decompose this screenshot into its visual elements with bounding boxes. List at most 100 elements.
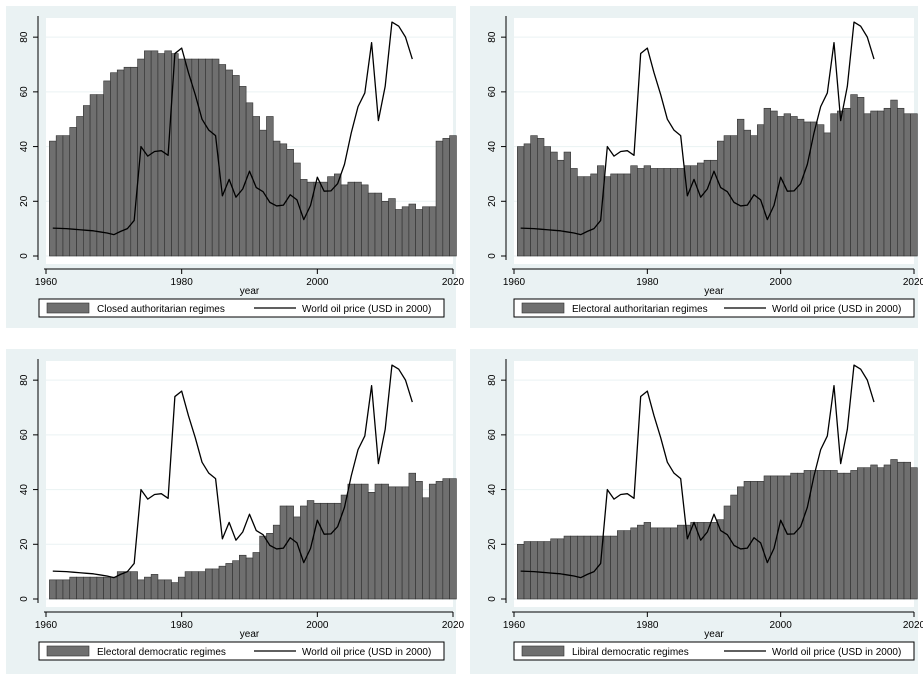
y-tick-label: 40 <box>19 484 30 496</box>
bar <box>422 497 430 600</box>
y-tick-label: 0 <box>19 253 30 259</box>
bar <box>103 576 111 600</box>
x-tick-label: 1960 <box>35 620 58 631</box>
bar <box>449 478 457 600</box>
bar <box>530 541 538 600</box>
legend: Closed authoritarian regimes World oil pr… <box>38 298 445 318</box>
y-tick-label: 60 <box>487 86 498 98</box>
bar <box>537 541 545 600</box>
bar <box>279 505 288 600</box>
x-axis-title: year <box>704 629 724 640</box>
bar <box>603 535 611 600</box>
bar <box>442 138 450 257</box>
bar <box>637 168 645 257</box>
bar <box>144 576 152 600</box>
bar <box>49 140 57 257</box>
bar <box>218 565 227 600</box>
bar <box>205 568 213 600</box>
bar <box>517 146 525 257</box>
bar <box>897 107 905 257</box>
bar <box>347 483 355 600</box>
oil-price-line <box>520 21 875 236</box>
bar <box>401 206 410 257</box>
bar <box>367 492 376 600</box>
bar <box>293 516 301 600</box>
legend-box <box>38 298 445 318</box>
y-tick-label: 60 <box>19 86 30 98</box>
bar <box>903 461 911 600</box>
bar <box>198 571 206 600</box>
bar <box>817 470 825 600</box>
bar <box>83 105 91 257</box>
bar <box>850 470 858 600</box>
y-tick-label: 0 <box>487 253 498 259</box>
bar <box>597 165 605 257</box>
bar <box>543 541 551 600</box>
y-tick-label: 0 <box>487 596 498 602</box>
bar <box>55 135 64 257</box>
bar <box>130 66 138 257</box>
x-tick-label: 1980 <box>171 620 194 631</box>
bar <box>637 524 645 600</box>
bar <box>428 483 437 600</box>
legend-label-line: World oil price (USD in 2000) <box>772 304 901 315</box>
bar <box>743 129 751 257</box>
bar <box>850 94 858 257</box>
bar <box>857 467 865 600</box>
legend: Electoral authoritarian regimes World oil… <box>513 298 915 318</box>
bar <box>823 132 831 257</box>
y-tick-label: 20 <box>19 195 30 207</box>
bar <box>381 200 389 257</box>
bar <box>177 58 186 257</box>
bar <box>803 470 811 600</box>
bar <box>259 535 267 600</box>
bar <box>239 554 247 600</box>
legend: Electoral democratic regimes World oil pr… <box>38 641 445 661</box>
bar <box>293 162 301 257</box>
x-tick-label: 1960 <box>503 620 526 631</box>
bar <box>164 579 172 600</box>
oil-price-line <box>520 364 875 579</box>
bar <box>717 140 725 257</box>
x-tick-label: 2020 <box>903 277 923 288</box>
bar <box>883 464 891 600</box>
bar <box>184 58 193 257</box>
bar <box>157 579 166 600</box>
bar <box>361 483 369 600</box>
bar <box>623 173 631 257</box>
legend-label-bars: Libiral democratic regimes <box>572 647 689 658</box>
bar <box>623 530 631 600</box>
x-tick-label: 2020 <box>442 620 465 631</box>
bar <box>777 475 785 600</box>
bar <box>630 527 638 600</box>
bar <box>300 505 308 600</box>
bar <box>670 527 678 600</box>
bar <box>890 99 898 257</box>
y-tick-label: 80 <box>19 374 30 386</box>
bar <box>177 576 186 600</box>
bar <box>435 140 444 257</box>
x-tick-label: 1960 <box>503 277 526 288</box>
x-tick-label: 1980 <box>636 277 659 288</box>
x-tick-label: 2000 <box>306 277 329 288</box>
bar <box>198 58 206 257</box>
bar <box>415 209 423 257</box>
bar <box>428 206 437 257</box>
bar <box>408 203 416 257</box>
bar <box>870 110 878 257</box>
legend-box <box>513 298 915 318</box>
y-tick-label: 40 <box>19 141 30 153</box>
bar <box>677 524 685 600</box>
bar <box>563 151 571 257</box>
bar <box>703 159 711 257</box>
bar <box>381 483 389 600</box>
y-tick-label: 20 <box>487 195 498 207</box>
bar <box>225 69 233 257</box>
y-tick-label: 80 <box>487 374 498 386</box>
bar <box>643 522 651 600</box>
bar <box>883 107 891 257</box>
